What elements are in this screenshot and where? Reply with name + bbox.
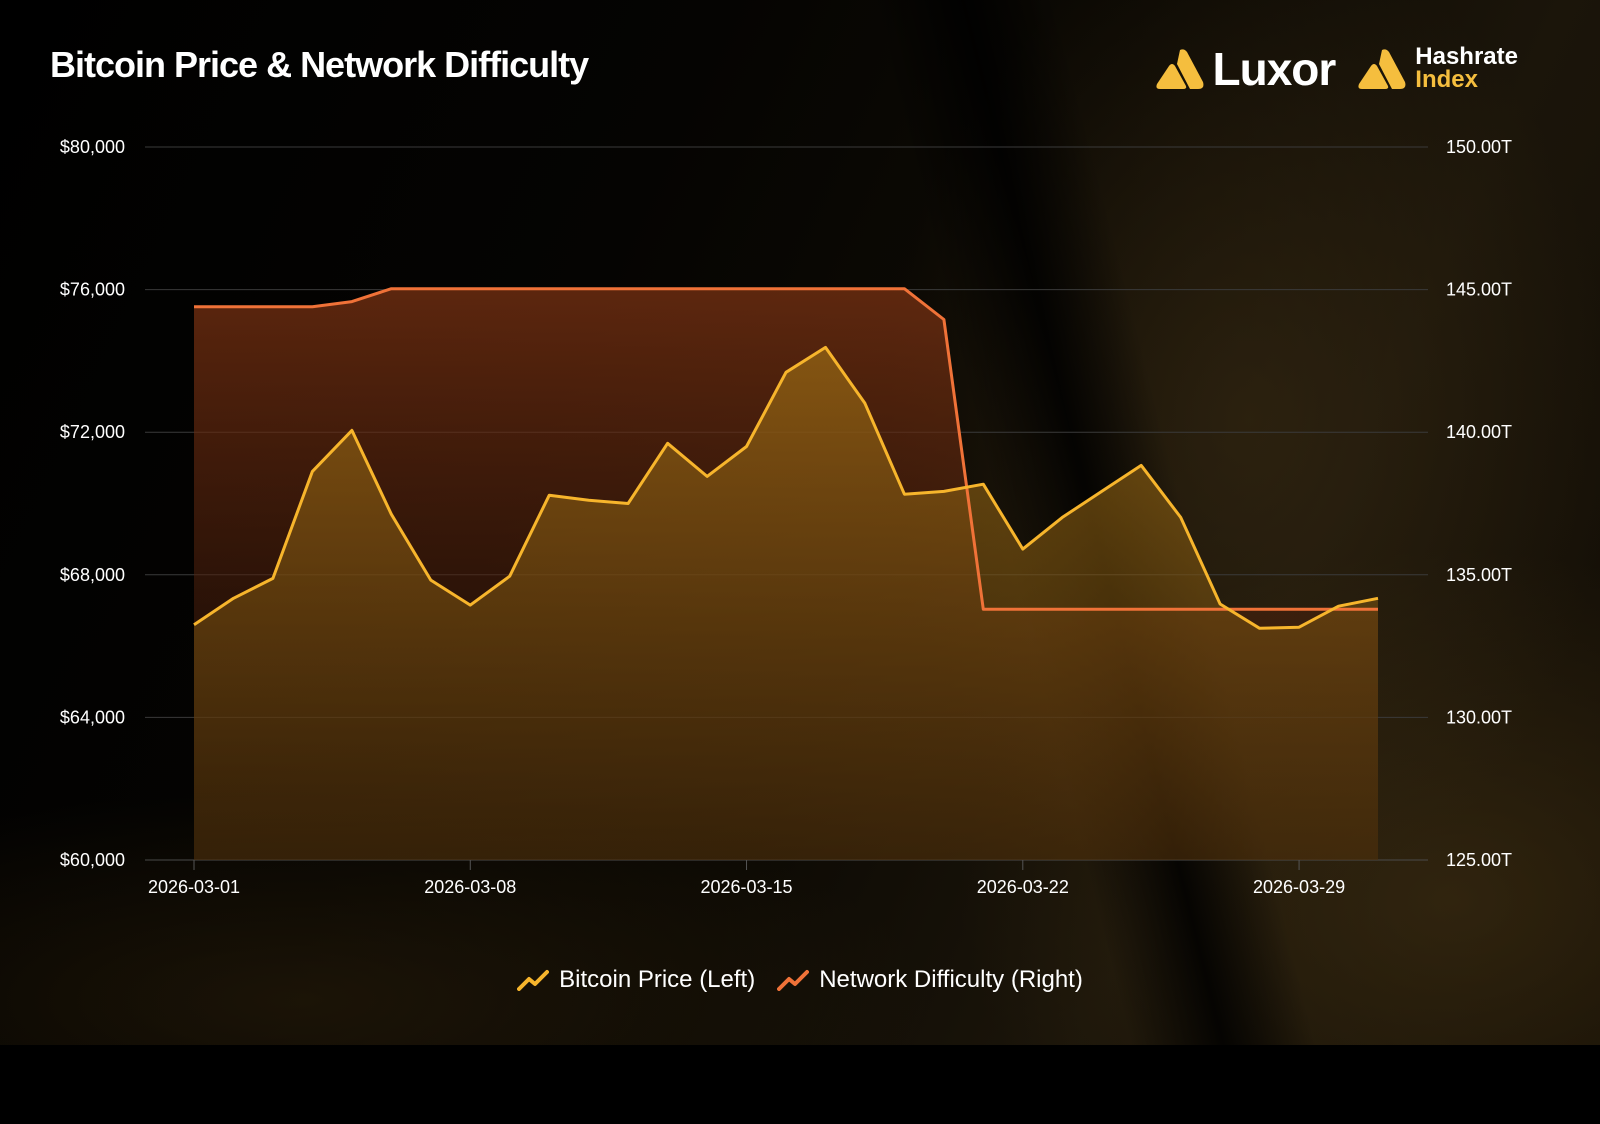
legend-label-difficulty: Network Difficulty (Right)	[819, 966, 1083, 993]
left-axis-tick-label: $76,000	[60, 280, 125, 300]
luxor-logo: Luxor	[1155, 46, 1336, 92]
trend-line-icon	[517, 970, 550, 991]
right-axis-tick-label: 125.00T	[1446, 850, 1512, 870]
right-axis-tick-label: 135.00T	[1446, 565, 1512, 585]
right-y-axis: 150.00T 145.00T 140.00T 135.00T 130.00T 125.0…	[1446, 137, 1512, 870]
brand-logos: Luxor Hashrate Index	[1155, 43, 1518, 93]
left-axis-tick-label: $64,000	[60, 707, 125, 727]
hashrate-index-logo: Hashrate Index	[1357, 43, 1518, 93]
hashrate-wordmark-line2: Index	[1415, 66, 1478, 93]
left-axis-tick-label: $80,000	[60, 137, 125, 157]
trend-line-icon	[777, 970, 810, 991]
left-y-axis: $80,000 $76,000 $72,000 $68,000 $64,000 $60,0…	[60, 137, 125, 870]
hashrate-index-wordmark: Hashrate Index	[1415, 43, 1518, 93]
right-axis-tick-label: 150.00T	[1446, 137, 1512, 157]
luxor-logo-icon	[1155, 49, 1203, 89]
legend-item-difficulty[interactable]: Network Difficulty (Right)	[777, 966, 1083, 994]
left-axis-tick-label: $68,000	[60, 565, 125, 585]
luxor-wordmark: Luxor	[1212, 43, 1337, 95]
x-axis-tick-label: 2026-03-22	[977, 877, 1069, 897]
x-axis: 2026-03-01 2026-03-08 2026-03-15 2026-03-22…	[148, 860, 1345, 897]
dual-axis-line-chart: $80,000 $76,000 $72,000 $68,000 $64,000 $60,0…	[60, 137, 1512, 897]
hashrate-wordmark-line1: Hashrate	[1415, 43, 1518, 71]
right-axis-tick-label: 140.00T	[1446, 422, 1512, 442]
price-area	[194, 347, 1378, 860]
right-axis-tick-label: 130.00T	[1446, 707, 1512, 727]
hashrate-index-logo-icon	[1358, 49, 1406, 89]
legend-item-price[interactable]: Bitcoin Price (Left)	[517, 966, 755, 994]
difficulty-line	[194, 287, 1378, 611]
x-axis-tick-label: 2026-03-29	[1253, 877, 1345, 897]
price-line	[193, 345, 1379, 630]
left-axis-tick-label: $60,000	[60, 850, 125, 870]
x-axis-tick-label: 2026-03-15	[700, 877, 792, 897]
x-axis-tick-label: 2026-03-01	[148, 877, 240, 897]
right-axis-tick-label: 145.00T	[1446, 280, 1512, 300]
legend-label-price: Bitcoin Price (Left)	[559, 966, 756, 993]
left-axis-tick-label: $72,000	[60, 422, 125, 442]
legend: Bitcoin Price (Left) Network Difficulty …	[0, 966, 1600, 994]
chart-title: Bitcoin Price & Network Difficulty	[50, 44, 589, 85]
x-axis-tick-label: 2026-03-08	[424, 877, 516, 897]
